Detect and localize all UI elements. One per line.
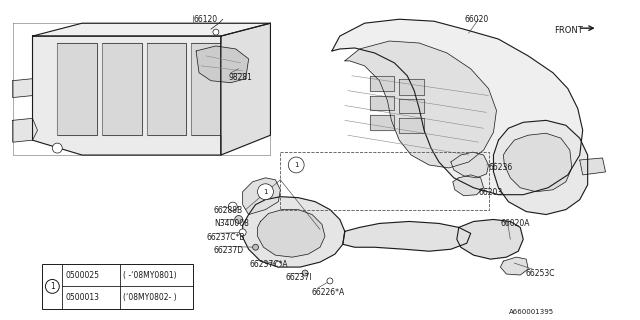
Polygon shape	[33, 36, 221, 155]
Circle shape	[239, 229, 246, 236]
Polygon shape	[343, 221, 470, 251]
Polygon shape	[369, 96, 394, 110]
Polygon shape	[221, 23, 271, 155]
Text: 0500013: 0500013	[65, 293, 99, 302]
Polygon shape	[399, 99, 424, 113]
Text: 1: 1	[294, 162, 298, 168]
Circle shape	[288, 157, 304, 173]
Polygon shape	[345, 41, 497, 168]
Polygon shape	[493, 120, 588, 214]
Polygon shape	[58, 43, 97, 135]
Text: 66288B: 66288B	[214, 206, 243, 215]
Polygon shape	[399, 118, 424, 133]
Text: 66020A: 66020A	[500, 220, 530, 228]
Text: 66226*A: 66226*A	[311, 288, 344, 297]
Text: A660001395: A660001395	[509, 309, 554, 315]
Text: 66236: 66236	[488, 163, 513, 172]
Circle shape	[327, 278, 333, 284]
Polygon shape	[451, 152, 488, 178]
Text: 66237C*A: 66237C*A	[250, 260, 288, 269]
Circle shape	[257, 184, 273, 200]
Polygon shape	[580, 158, 605, 175]
Polygon shape	[147, 43, 186, 135]
Polygon shape	[332, 19, 582, 195]
Text: 66020: 66020	[465, 15, 489, 24]
Text: 66237C*B: 66237C*B	[207, 233, 246, 242]
Bar	[280, 152, 488, 210]
Circle shape	[253, 244, 259, 250]
Text: 66237D: 66237D	[214, 246, 244, 255]
Polygon shape	[243, 178, 280, 214]
Polygon shape	[33, 23, 271, 36]
Circle shape	[52, 143, 62, 153]
Circle shape	[235, 215, 243, 223]
Circle shape	[213, 29, 219, 35]
Text: 1: 1	[50, 282, 54, 291]
Polygon shape	[13, 118, 38, 142]
Polygon shape	[196, 46, 248, 83]
Circle shape	[275, 261, 282, 267]
Text: ( -‘08MY0801): ( -‘08MY0801)	[123, 271, 177, 280]
Polygon shape	[102, 43, 141, 135]
Circle shape	[228, 202, 237, 211]
Text: 66237I: 66237I	[285, 273, 312, 282]
Text: N340008: N340008	[214, 220, 249, 228]
Polygon shape	[369, 116, 394, 130]
Polygon shape	[13, 79, 33, 98]
Text: 66120: 66120	[193, 15, 217, 24]
Polygon shape	[457, 220, 524, 259]
Polygon shape	[453, 175, 484, 196]
Polygon shape	[500, 257, 528, 275]
Polygon shape	[243, 197, 345, 267]
Bar	[42, 264, 193, 309]
Text: (‘08MY0802- ): (‘08MY0802- )	[123, 293, 177, 302]
Text: 98281: 98281	[228, 73, 253, 82]
Text: FRONT: FRONT	[554, 26, 582, 35]
Circle shape	[45, 279, 60, 293]
Text: 66253C: 66253C	[525, 269, 555, 278]
Text: 66203: 66203	[479, 188, 503, 197]
Text: 1: 1	[263, 189, 268, 195]
Polygon shape	[191, 43, 221, 135]
Polygon shape	[369, 76, 394, 91]
Text: 0500025: 0500025	[65, 271, 99, 280]
Polygon shape	[399, 79, 424, 95]
Circle shape	[302, 270, 308, 276]
Polygon shape	[257, 210, 325, 257]
Polygon shape	[504, 133, 572, 192]
